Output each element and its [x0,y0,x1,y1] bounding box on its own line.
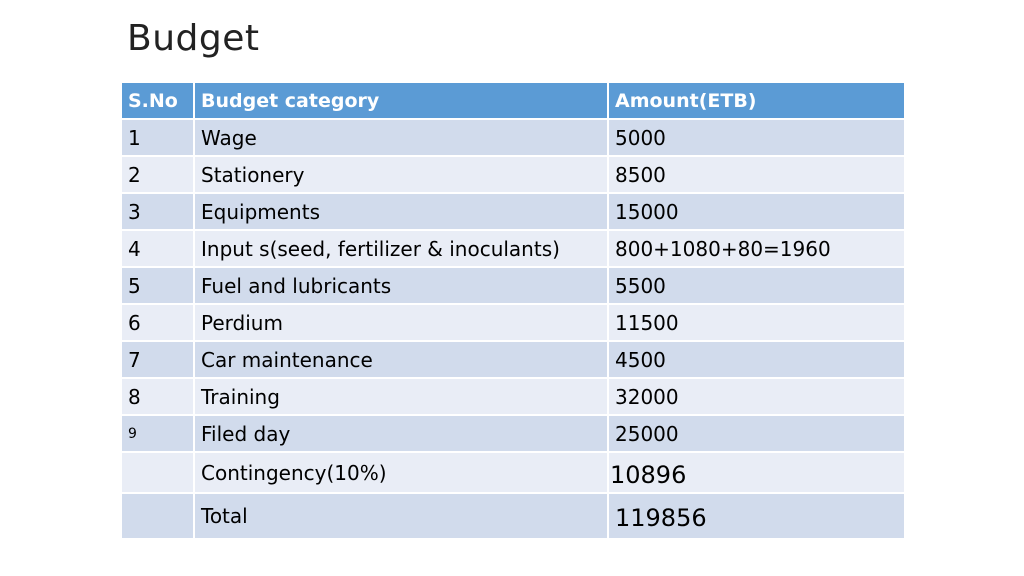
table-row: 1 Wage 5000 [120,118,906,157]
cell-category: Fuel and lubricants [193,266,609,305]
cell-sno: 8 [120,377,195,416]
cell-amount: 8500 [607,155,906,194]
cell-sno: 9 [120,414,195,453]
table-row: 5 Fuel and lubricants 5500 [120,266,906,305]
cell-sno: 4 [120,229,195,268]
cell-sno: 5 [120,266,195,305]
cell-category: Car maintenance [193,340,609,379]
cell-category: Stationery [193,155,609,194]
table-row: 8 Training 32000 [120,377,906,416]
cell-amount: 11500 [607,303,906,342]
cell-category: Total [193,492,609,540]
cell-category: Input s(seed, fertilizer & inoculants) [193,229,609,268]
table-row: Total 119856 [120,492,906,540]
cell-sno: 2 [120,155,195,194]
cell-sno: 1 [120,118,195,157]
cell-category: Wage [193,118,609,157]
table-row: Contingency(10%) 10896 [120,451,906,494]
cell-category: Equipments [193,192,609,231]
page-title: Budget [127,18,260,59]
cell-category: Filed day [193,414,609,453]
table-row: 9 Filed day 25000 [120,414,906,453]
cell-sno: 6 [120,303,195,342]
cell-sno [120,492,195,540]
cell-category: Perdium [193,303,609,342]
cell-amount: 119856 [607,492,906,540]
table-row: 4 Input s(seed, fertilizer & inoculants)… [120,229,906,268]
table-row: 3 Equipments 15000 [120,192,906,231]
cell-sno: 3 [120,192,195,231]
cell-amount: 15000 [607,192,906,231]
table-row: 2 Stationery 8500 [120,155,906,194]
cell-category: Contingency(10%) [193,451,609,494]
cell-amount: 10896 [607,451,906,494]
header-budget-category: Budget category [193,81,609,120]
cell-amount: 25000 [607,414,906,453]
cell-amount: 4500 [607,340,906,379]
table-row: 6 Perdium 11500 [120,303,906,342]
cell-amount: 5500 [607,266,906,305]
table-header-row: S.No Budget category Amount(ETB) [120,81,906,120]
header-amount: Amount(ETB) [607,81,906,120]
cell-category: Training [193,377,609,416]
header-sno: S.No [120,81,195,120]
table-row: 7 Car maintenance 4500 [120,340,906,379]
budget-table: S.No Budget category Amount(ETB) 1 Wage … [120,81,906,540]
cell-amount: 32000 [607,377,906,416]
cell-sno: 7 [120,340,195,379]
cell-amount: 800+1080+80=1960 [607,229,906,268]
cell-amount: 5000 [607,118,906,157]
cell-sno [120,451,195,494]
